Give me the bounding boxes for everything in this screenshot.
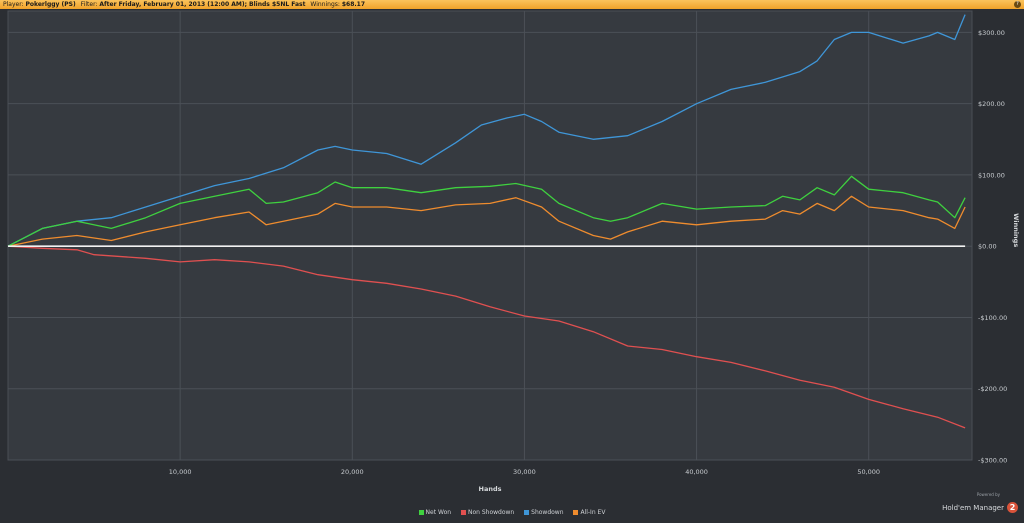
legend-non-showdown[interactable]: Non Showdown: [460, 508, 515, 518]
chart-legend: Net Won Non Showdown Showdown All-In EV: [0, 508, 1024, 518]
legend-label: Showdown: [531, 509, 564, 516]
player-value[interactable]: Pokerlggy (PS): [25, 1, 76, 8]
y-tick-label: $0.00: [978, 243, 997, 251]
legend-label: Non Showdown: [467, 509, 515, 516]
x-tick-label: 50,000: [857, 468, 880, 476]
x-tick-label: 30,000: [513, 468, 536, 476]
brand-badge: 2: [1007, 502, 1018, 513]
series-line-all-in-ev: [7, 195, 966, 247]
legend-label: Net Won: [425, 509, 452, 516]
legend-all-in-ev[interactable]: All-In EV: [573, 508, 605, 518]
x-tick-label: 40,000: [685, 468, 708, 476]
series-line-non-showdown: [7, 245, 966, 429]
header-bar: Player: Pokerlggy (PS) Filter: After Fri…: [0, 0, 1024, 9]
question-icon[interactable]: ?: [1014, 1, 1021, 8]
legend-label: All-In EV: [580, 509, 606, 516]
y-tick-label: -$200.00: [978, 385, 1007, 393]
y-tick-label: $100.00: [978, 171, 1005, 179]
legend-swatch: [524, 509, 530, 515]
y-tick-label: $200.00: [978, 100, 1005, 108]
powered-by-text: Powered by: [976, 492, 1000, 497]
filter-value[interactable]: After Friday, February 01, 2013 (12:00 A…: [99, 1, 306, 8]
y-tick-label: -$100.00: [978, 314, 1007, 322]
legend-swatch: [573, 509, 579, 515]
x-tick-label: 20,000: [341, 468, 364, 476]
y-axis-label: Winnings: [1012, 213, 1020, 247]
winnings-value: $68.17: [341, 1, 365, 8]
filter-label: Filter:: [80, 1, 98, 8]
series-line-net-won: [7, 175, 966, 247]
legend-showdown[interactable]: Showdown: [524, 508, 564, 518]
x-tick-label: 10,000: [169, 468, 192, 476]
legend-swatch: [418, 509, 424, 515]
y-tick-label: $300.00: [978, 29, 1005, 37]
legend-net-won[interactable]: Net Won: [418, 508, 452, 518]
player-label: Player:: [3, 1, 24, 8]
series-line-showdown: [7, 14, 966, 247]
winnings-label: Winnings:: [310, 1, 340, 8]
y-tick-label: -$300.00: [978, 457, 1007, 465]
legend-swatch: [460, 509, 466, 515]
plot-background: [7, 10, 973, 461]
x-axis-label: Hands: [479, 485, 502, 493]
chart-area[interactable]: 10,000 20,000 30,000 40,000 50,000 $300.00 $20…: [0, 9, 1024, 519]
brand-logo: Powered by Hold'em Manager 2: [942, 492, 1018, 516]
winnings-chart[interactable]: 10,000 20,000 30,000 40,000 50,000 $300.00 $20…: [0, 9, 1024, 519]
brand-name: Hold'em Manager: [942, 503, 1004, 512]
